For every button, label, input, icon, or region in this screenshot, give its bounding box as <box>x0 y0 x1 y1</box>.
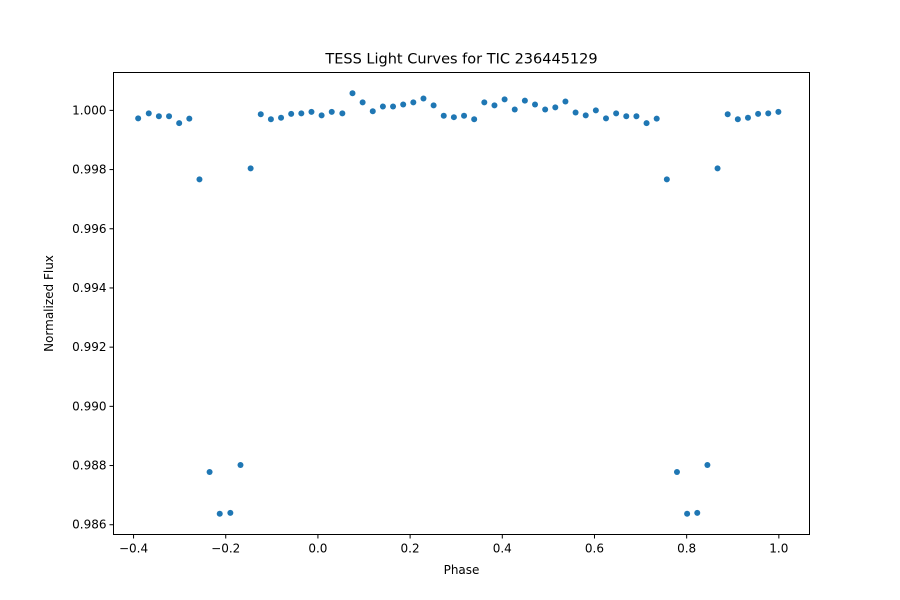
data-point <box>308 108 315 115</box>
data-point <box>430 102 437 109</box>
data-point <box>247 165 254 172</box>
y-tick-label: 0.998 <box>72 163 106 177</box>
data-point <box>633 113 640 120</box>
data-point <box>694 509 701 516</box>
data-point <box>298 110 305 117</box>
data-point <box>603 115 609 122</box>
data-point <box>166 113 173 120</box>
data-point <box>643 120 650 127</box>
data-point <box>155 113 162 120</box>
plot-frame <box>113 72 810 535</box>
y-tick-label: 0.996 <box>72 222 106 236</box>
y-tick-label: 1.000 <box>72 103 106 117</box>
data-point <box>206 469 213 476</box>
data-point <box>237 461 244 468</box>
data-point <box>216 510 223 517</box>
data-point <box>186 115 193 122</box>
data-point <box>410 99 417 106</box>
x-tick-label: 0.6 <box>585 542 604 556</box>
data-point <box>511 106 518 113</box>
data-point <box>724 111 731 118</box>
data-point <box>755 110 762 117</box>
x-tick-label: −0.2 <box>211 542 240 556</box>
data-point <box>521 97 528 104</box>
data-point <box>288 110 295 117</box>
data-point <box>339 110 346 117</box>
data-point <box>227 509 234 516</box>
data-point <box>532 101 539 108</box>
data-point <box>623 113 630 120</box>
data-point <box>552 104 559 111</box>
data-point <box>349 90 356 97</box>
y-axis-ticks: 0.986 0.988 0.990 0.992 0.994 0.996 0.998 1.000 <box>72 103 114 532</box>
data-point <box>196 176 203 183</box>
data-points <box>135 90 782 517</box>
data-point <box>135 115 142 122</box>
data-point <box>592 107 599 114</box>
y-tick-label: 0.988 <box>72 459 106 473</box>
y-tick-label: 0.992 <box>72 340 106 354</box>
data-point <box>572 109 579 116</box>
data-point <box>257 111 264 118</box>
data-point <box>663 176 670 183</box>
data-point <box>359 99 366 106</box>
data-point <box>704 461 711 468</box>
data-point <box>450 114 457 121</box>
data-point <box>501 96 508 103</box>
data-point <box>744 114 751 121</box>
y-tick-label: 0.994 <box>72 281 106 295</box>
chart-title: TESS Light Curves for TIC 236445129 <box>324 52 597 68</box>
x-tick-label: −0.4 <box>119 542 148 556</box>
data-point <box>684 510 691 517</box>
x-tick-label: 0.4 <box>493 542 512 556</box>
data-point <box>369 108 376 115</box>
data-point <box>318 112 325 119</box>
data-point <box>145 110 152 117</box>
data-point <box>653 115 660 122</box>
y-axis-label: Normalized Flux <box>42 255 56 352</box>
data-point <box>542 106 549 113</box>
data-point <box>471 116 478 123</box>
x-tick-label: 0.2 <box>401 542 420 556</box>
data-point <box>379 103 386 110</box>
y-tick-label: 0.990 <box>72 399 106 413</box>
data-point <box>176 120 183 127</box>
data-point <box>278 114 285 121</box>
x-tick-label: 1.0 <box>769 542 788 556</box>
data-point <box>613 110 620 117</box>
y-tick-label: 0.986 <box>72 518 106 532</box>
data-point <box>491 102 498 109</box>
x-axis-ticks: −0.4 −0.2 0.0 0.2 0.4 0.6 0.8 1.0 <box>119 534 788 556</box>
data-point <box>714 165 721 172</box>
data-point <box>775 108 782 115</box>
data-point <box>420 95 427 102</box>
data-point <box>765 110 772 117</box>
data-point <box>440 112 447 119</box>
data-point <box>562 98 569 105</box>
data-point <box>390 103 397 110</box>
x-tick-label: 0.8 <box>677 542 696 556</box>
x-tick-label: 0.0 <box>308 542 327 556</box>
data-point <box>267 116 274 123</box>
data-point <box>400 101 407 108</box>
data-point <box>734 116 741 123</box>
data-point <box>582 112 589 119</box>
data-point <box>481 99 488 106</box>
data-point <box>461 112 468 119</box>
data-point <box>328 108 335 115</box>
data-point <box>673 469 680 476</box>
x-axis-label: Phase <box>444 563 480 577</box>
